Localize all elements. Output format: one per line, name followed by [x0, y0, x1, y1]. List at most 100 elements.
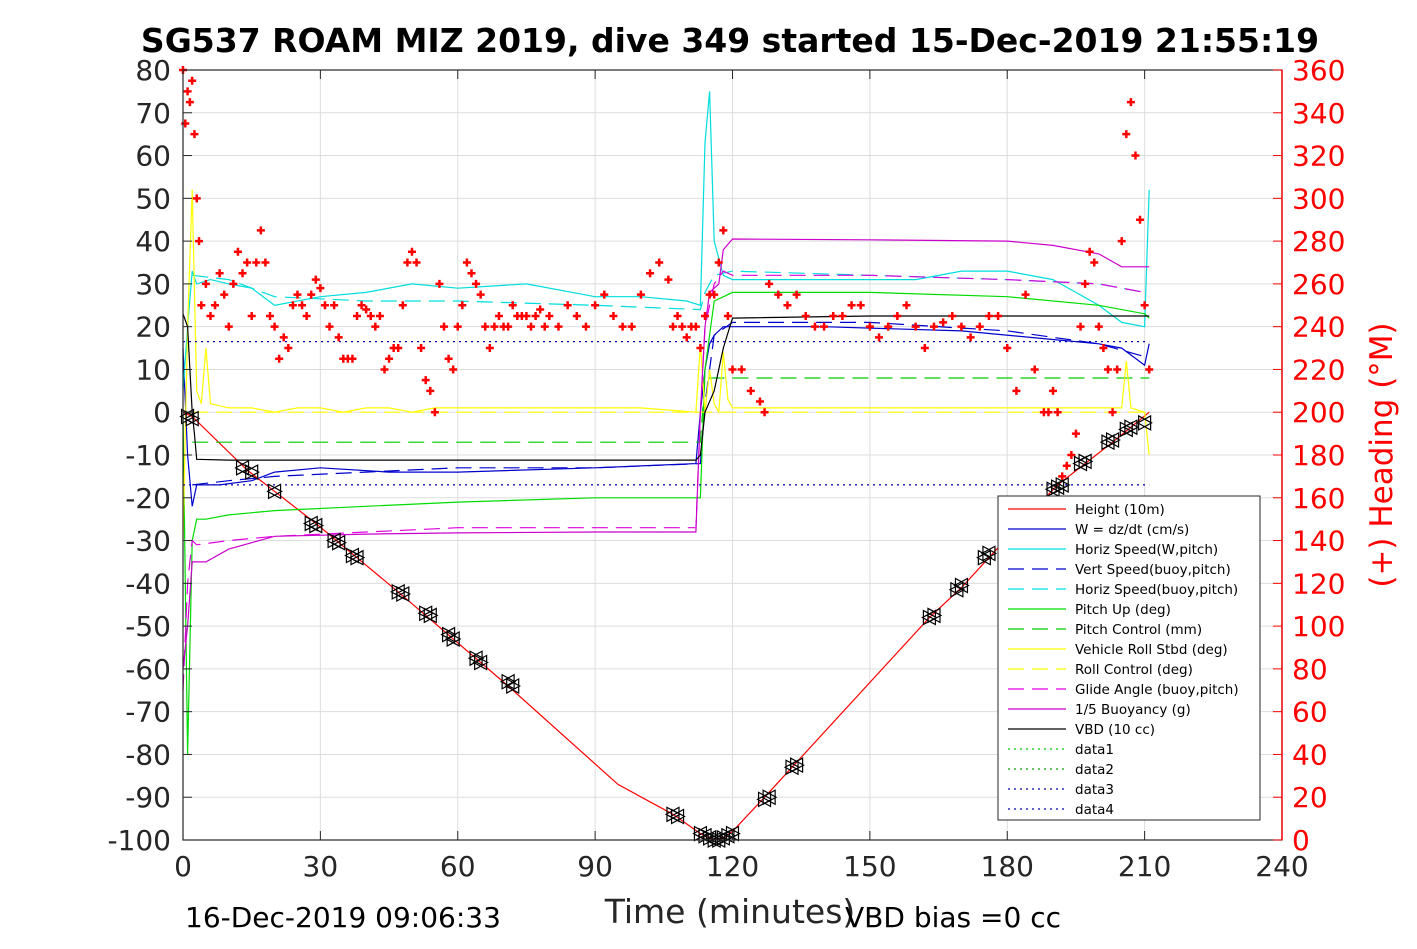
x-tick-label: 180	[981, 850, 1034, 883]
heading-point	[449, 365, 458, 374]
marker-layer	[179, 408, 1153, 849]
heading-point	[435, 279, 444, 288]
heading-point	[440, 322, 449, 331]
heading-point	[472, 279, 481, 288]
heading-point	[366, 311, 375, 320]
heading-point	[984, 311, 993, 320]
y2-tick-label: 160	[1292, 482, 1345, 515]
heading-point	[1053, 408, 1062, 417]
heading-point	[719, 226, 728, 235]
legend-label: Vert Speed(buoy,pitch)	[1075, 562, 1231, 578]
profile-marker	[422, 607, 439, 624]
heading-point	[838, 311, 847, 320]
y-tick-label: -60	[125, 653, 171, 686]
y-tick-label: 20	[135, 311, 171, 344]
profile-marker	[183, 410, 201, 427]
legend-label: Glide Angle (buoy,pitch)	[1075, 682, 1239, 698]
profile-marker	[330, 534, 347, 551]
profile-marker	[472, 654, 489, 671]
heading-point	[746, 386, 755, 395]
heading-point	[275, 354, 284, 363]
heading-point	[243, 258, 252, 267]
heading-point	[403, 258, 412, 267]
heading-point	[865, 322, 874, 331]
heading-point	[385, 354, 394, 363]
heading-point	[948, 311, 957, 320]
heading-point	[1058, 472, 1067, 481]
y2-tick-label: 0	[1292, 824, 1310, 857]
heading-point	[664, 275, 673, 284]
profile-marker	[1122, 419, 1140, 436]
heading-point	[655, 258, 664, 267]
profile-marker	[394, 586, 412, 603]
heading-point	[330, 301, 339, 310]
heading-point	[1012, 386, 1021, 395]
heading-point	[266, 311, 275, 320]
heading-point	[696, 344, 705, 353]
heading-point	[728, 365, 737, 374]
heading-point	[462, 258, 471, 267]
heading-point	[911, 322, 920, 331]
legend-label: data1	[1075, 742, 1114, 758]
heading-point	[829, 311, 838, 320]
legend-label: Pitch Up (deg)	[1075, 602, 1171, 618]
heading-point	[609, 311, 618, 320]
heading-point	[920, 344, 929, 353]
profile-marker	[234, 459, 251, 476]
profile-marker	[243, 464, 260, 481]
y2-tick-label: 60	[1292, 696, 1328, 729]
y2-tick-label: 220	[1292, 353, 1345, 386]
heading-point	[760, 408, 769, 417]
heading-point	[572, 311, 581, 320]
y2-tick-label: 20	[1292, 781, 1328, 814]
y-tick-label: 50	[135, 182, 171, 215]
heading-point	[1103, 365, 1112, 374]
heading-point	[270, 322, 279, 331]
y-tick-label: 70	[135, 97, 171, 130]
x-tick-label: 240	[1255, 850, 1308, 883]
heading-point	[966, 333, 975, 342]
y-tick-label: -20	[125, 482, 171, 515]
profile-marker	[1136, 414, 1153, 431]
heading-point	[190, 130, 199, 139]
y-tick-label: -30	[125, 525, 171, 558]
legend-box	[997, 495, 1261, 821]
series-line-11	[182, 238, 1150, 669]
y2-tick-label: 200	[1292, 396, 1345, 429]
heading-point	[646, 269, 655, 278]
heading-point	[1131, 151, 1140, 160]
y2-axis-label: (+) Heading (°M)	[1364, 322, 1400, 587]
profile-marker	[1053, 476, 1071, 493]
heading-point	[875, 333, 884, 342]
x-axis-label: Time (minutes)	[604, 892, 856, 931]
heading-point	[407, 247, 416, 256]
heading-point	[348, 354, 357, 363]
heading-point	[325, 322, 334, 331]
heading-point	[1145, 365, 1154, 374]
profile-marker	[348, 549, 366, 566]
legend-label: data3	[1075, 782, 1114, 798]
y2-tick-label: 280	[1292, 225, 1345, 258]
profile-marker	[669, 808, 686, 825]
heading-point	[394, 344, 403, 353]
heading-point	[195, 237, 204, 246]
heading-point	[1081, 279, 1090, 288]
heading-point	[801, 311, 810, 320]
heading-point	[783, 301, 792, 310]
heading-point	[307, 290, 316, 299]
footer-vbd-bias: VBD bias =0 cc	[845, 901, 1061, 934]
heading-point	[357, 301, 366, 310]
heading-point	[522, 311, 531, 320]
heading-point	[1108, 408, 1117, 417]
heading-point	[820, 322, 829, 331]
heading-point	[691, 322, 700, 331]
y-tick-label: -90	[125, 781, 171, 814]
heading-point	[302, 311, 311, 320]
heading-point	[884, 322, 893, 331]
heading-point	[197, 301, 206, 310]
series-line-6	[182, 291, 1150, 755]
x-tick-label: 60	[440, 850, 476, 883]
heading-point	[1117, 237, 1126, 246]
y2-tick-label: 180	[1292, 439, 1345, 472]
